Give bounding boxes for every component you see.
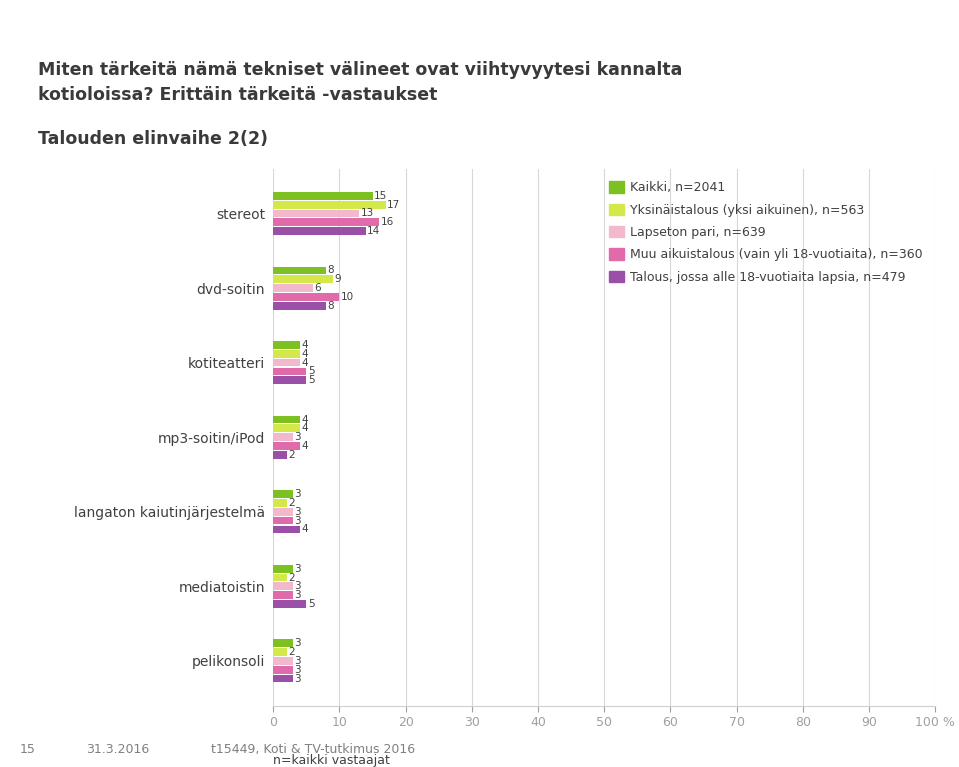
Text: Miten tärkeitä nämä tekniset välineet ovat viihtyvyytesi kannalta
kotioloissa? E: Miten tärkeitä nämä tekniset välineet ov…	[38, 61, 683, 104]
Bar	[273, 648, 287, 656]
Bar	[273, 192, 372, 199]
Bar	[273, 350, 300, 357]
Text: 3: 3	[294, 656, 301, 666]
Text: 3: 3	[294, 507, 301, 517]
Bar	[273, 416, 300, 423]
Text: t15449, Koti & TV-tutkimus 2016: t15449, Koti & TV-tutkimus 2016	[211, 743, 415, 756]
Bar	[273, 451, 287, 459]
Text: 8: 8	[328, 265, 334, 275]
Bar	[273, 508, 293, 515]
Bar	[273, 657, 293, 665]
Text: 2: 2	[288, 498, 294, 508]
Text: 3: 3	[294, 581, 301, 591]
Text: 4: 4	[301, 415, 308, 425]
Text: Talouden elinvaihe 2(2): Talouden elinvaihe 2(2)	[38, 130, 269, 148]
Text: 13: 13	[361, 209, 374, 219]
Bar	[273, 499, 287, 507]
Bar	[273, 293, 339, 301]
Text: 3: 3	[294, 564, 301, 574]
Text: 4: 4	[301, 525, 308, 535]
Text: 3: 3	[294, 432, 301, 443]
Bar	[273, 341, 300, 349]
Text: 3: 3	[294, 590, 301, 600]
Bar	[273, 359, 300, 367]
Text: 9: 9	[334, 275, 340, 285]
Bar	[273, 600, 306, 607]
Text: 6: 6	[315, 283, 321, 293]
Text: 3: 3	[294, 673, 301, 683]
Bar	[273, 267, 326, 275]
Bar	[273, 301, 326, 310]
Text: 15: 15	[374, 191, 387, 201]
Bar	[273, 285, 313, 292]
Text: 10: 10	[340, 292, 354, 302]
Bar	[273, 582, 293, 591]
Text: 4: 4	[301, 349, 308, 359]
Bar	[273, 591, 293, 599]
Bar	[273, 275, 333, 283]
Bar	[273, 219, 379, 226]
Text: 4: 4	[301, 357, 308, 367]
Bar	[273, 565, 293, 573]
Text: 3: 3	[294, 515, 301, 525]
Bar	[273, 525, 300, 533]
Text: 2: 2	[288, 449, 294, 459]
Bar	[273, 574, 287, 581]
Text: 5: 5	[308, 599, 315, 609]
Text: 3: 3	[294, 638, 301, 648]
Bar	[273, 666, 293, 673]
Bar	[273, 367, 306, 375]
Bar	[273, 442, 300, 450]
Text: n=kaikki vastaajat: n=kaikki vastaajat	[273, 754, 390, 767]
Legend: Kaikki, n=2041, Yksinäistalous (yksi aikuinen), n=563, Lapseton pari, n=639, Muu: Kaikki, n=2041, Yksinäistalous (yksi aik…	[602, 175, 928, 290]
Text: 5: 5	[308, 375, 315, 385]
Bar	[273, 675, 293, 683]
Bar	[273, 227, 366, 235]
Bar	[273, 433, 293, 441]
Bar	[273, 424, 300, 433]
Text: 4: 4	[301, 441, 308, 451]
Bar	[273, 209, 360, 217]
Text: 2: 2	[288, 572, 294, 582]
Bar	[273, 377, 306, 384]
Text: 31.3.2016: 31.3.2016	[86, 743, 150, 756]
Bar	[273, 490, 293, 498]
Text: 3: 3	[294, 665, 301, 675]
Text: 17: 17	[387, 199, 400, 209]
Text: 16: 16	[381, 217, 394, 227]
Text: taloustutkimus oy: taloustutkimus oy	[16, 20, 185, 38]
Text: 15: 15	[19, 743, 35, 756]
Text: 8: 8	[328, 301, 334, 311]
Text: 14: 14	[367, 226, 381, 236]
Text: 4: 4	[301, 423, 308, 433]
Bar	[273, 201, 386, 209]
Text: 3: 3	[294, 489, 301, 499]
Text: 4: 4	[301, 340, 308, 350]
Text: 2: 2	[288, 647, 294, 657]
Bar	[273, 517, 293, 525]
Text: 5: 5	[308, 367, 315, 377]
Bar	[273, 640, 293, 647]
